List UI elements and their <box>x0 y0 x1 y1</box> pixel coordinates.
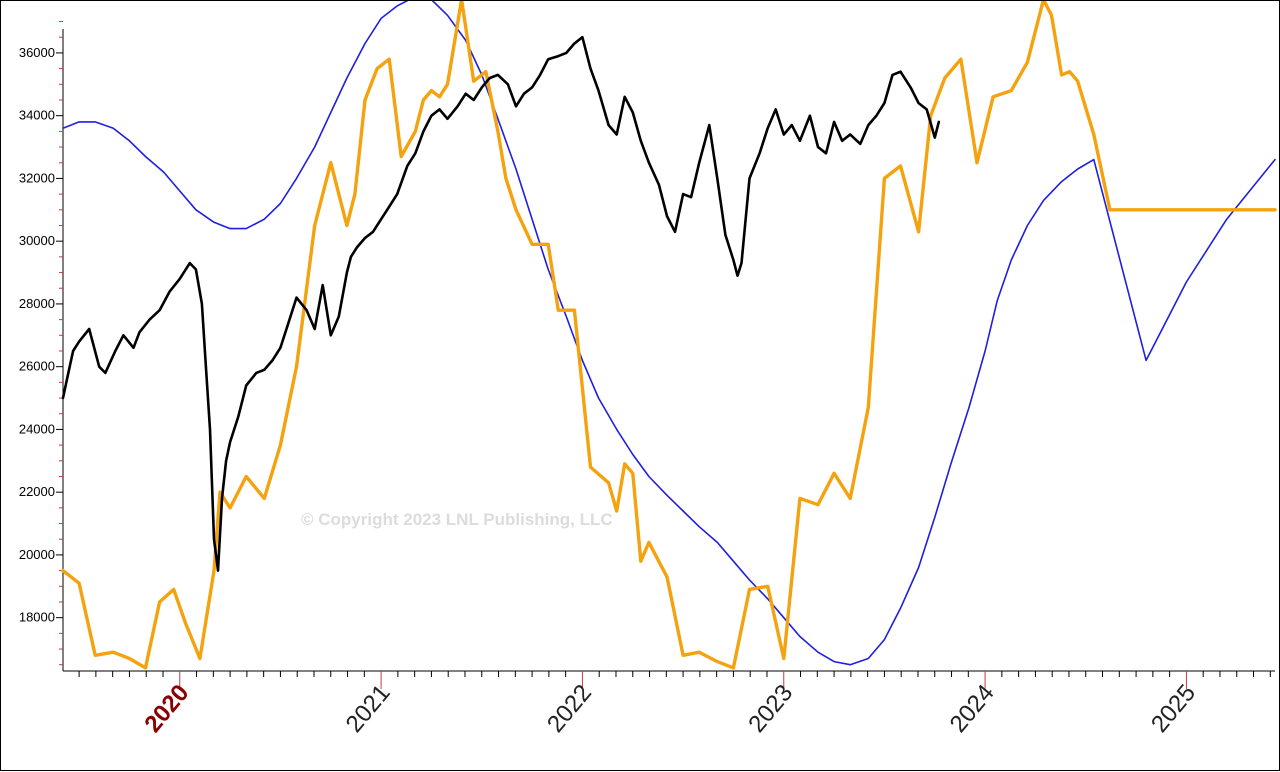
y-tick-label: 28000 <box>19 296 55 311</box>
x-tick-label: 2022 <box>542 680 597 738</box>
x-tick-label: 2023 <box>743 680 798 738</box>
x-tick-label: 2024 <box>945 680 1000 738</box>
y-tick-label: 18000 <box>19 610 55 625</box>
y-tick-label: 32000 <box>19 170 55 185</box>
y-tick-label: 22000 <box>19 484 55 499</box>
x-tick-label: 2025 <box>1146 680 1201 738</box>
blue-cycle-series <box>62 1 1276 666</box>
watermark: © Copyright 2023 LNL Publishing, LLC <box>301 510 613 529</box>
orange-cycle-series <box>61 1 1277 670</box>
y-tick-label: 26000 <box>19 359 55 374</box>
x-tick-label: 2021 <box>341 680 396 738</box>
series-layer <box>61 1 1277 670</box>
price-series <box>61 35 941 572</box>
y-tick-label: 20000 <box>19 547 55 562</box>
y-tick-label: 36000 <box>19 45 55 60</box>
y-tick-label: 30000 <box>19 233 55 248</box>
x-tick-label-highlighted: 2020 <box>139 680 194 738</box>
y-tick-label: 24000 <box>19 421 55 436</box>
y-tick-label: 34000 <box>19 108 55 123</box>
